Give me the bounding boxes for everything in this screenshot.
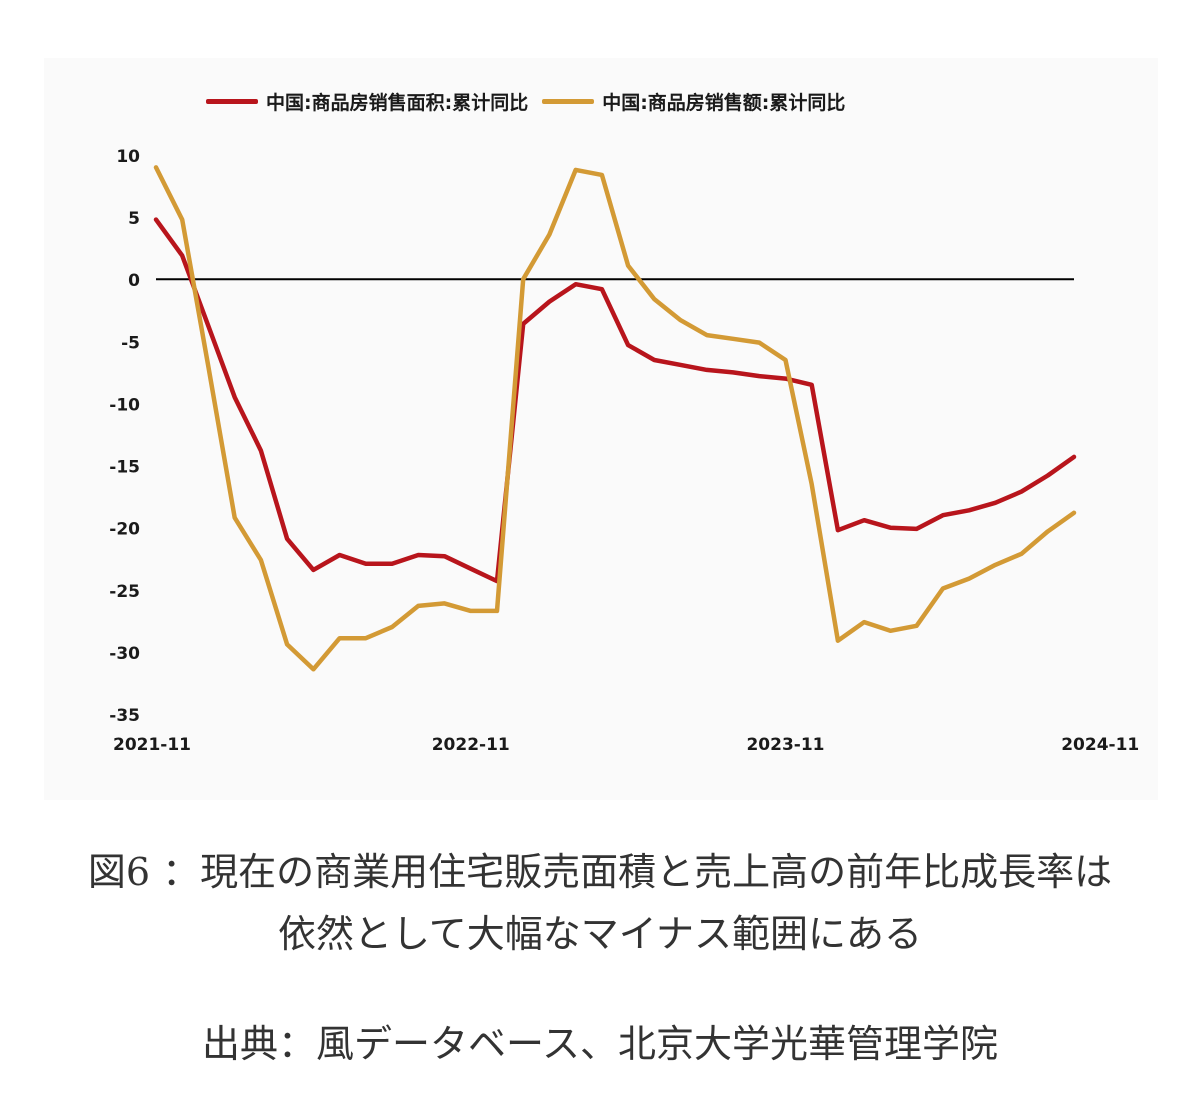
chart-legend: 中国:商品房销售面积:累计同比 中国:商品房销售额:累计同比 bbox=[206, 88, 845, 114]
legend-swatch-amount bbox=[542, 98, 595, 104]
y-tick-label: -25 bbox=[109, 582, 140, 602]
x-tick-label: 2024-11 bbox=[1061, 735, 1139, 755]
y-tick-label: -30 bbox=[109, 644, 140, 664]
y-tick-label: -20 bbox=[109, 520, 140, 540]
line-chart: 10 5 0 -5 -10 -15 -20 -25 -30 -35 2021-11 2022-11 20… bbox=[109, 147, 1139, 755]
y-tick-label: -10 bbox=[109, 395, 140, 415]
figure-caption-line1: 図6 ：現在の商業用住宅販売面積と売上高の前年比成長率は bbox=[87, 850, 1113, 894]
y-tick-label: -5 bbox=[121, 333, 140, 353]
chart-panel: 10 5 0 -5 -10 -15 -20 -25 -30 -35 2021-11 2022-11 20… bbox=[44, 58, 1158, 800]
series-line-sales-area bbox=[153, 217, 1077, 584]
y-tick-label: 0 bbox=[128, 271, 140, 291]
source-note: 出典：風データベース、北京大学光華管理学院 bbox=[201, 1022, 999, 1066]
legend-item-area: 中国:商品房销售面积:累计同比 bbox=[206, 88, 528, 115]
legend-swatch-area bbox=[206, 98, 258, 104]
x-tick-label: 2022-11 bbox=[432, 735, 510, 755]
figure-caption-line2: 依然として大幅なマイナス範囲にある bbox=[277, 912, 923, 956]
x-tick-label: 2023-11 bbox=[746, 735, 824, 755]
x-tick-label: 2021-11 bbox=[113, 735, 191, 755]
series-line-sales-amount bbox=[153, 165, 1077, 672]
y-tick-label: 5 bbox=[128, 209, 140, 229]
y-tick-label: 10 bbox=[116, 147, 140, 167]
legend-label-area: 中国:商品房销售面积:累计同比 bbox=[266, 91, 529, 114]
legend-item-amount: 中国:商品房销售额:累计同比 bbox=[542, 88, 845, 115]
y-tick-label: -15 bbox=[109, 458, 140, 478]
legend-label-amount: 中国:商品房销售额:累计同比 bbox=[602, 91, 846, 114]
y-tick-label: -35 bbox=[109, 706, 140, 726]
